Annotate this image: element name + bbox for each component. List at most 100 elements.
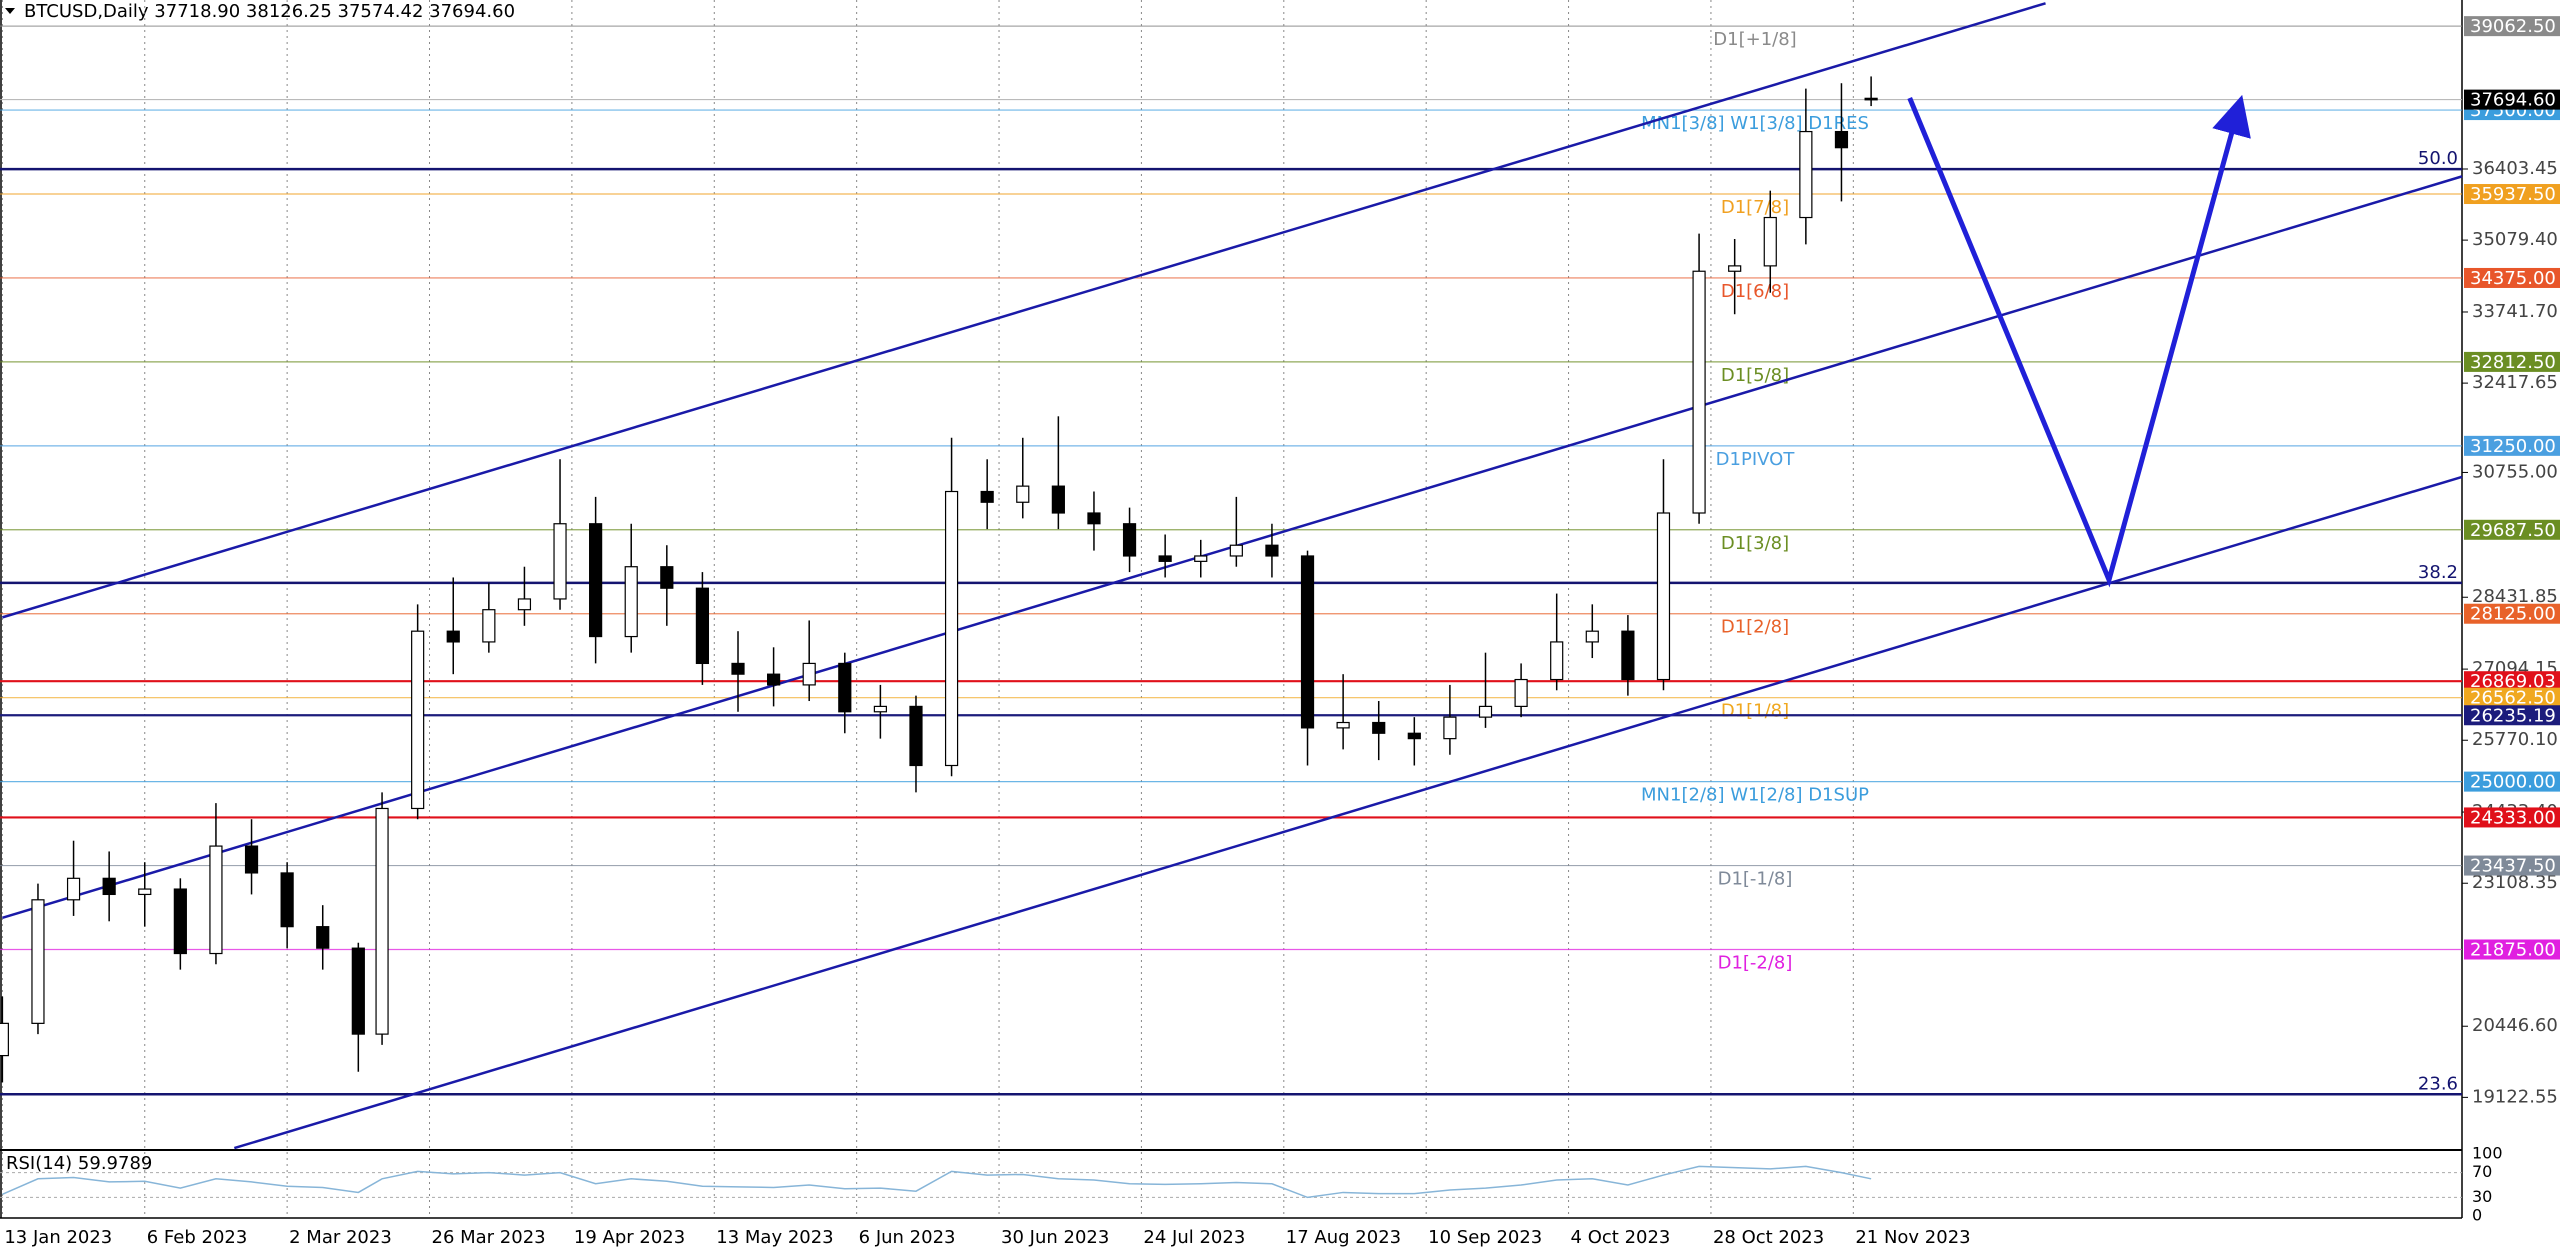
y-tick-label: 25770.10 (2472, 729, 2558, 750)
level-label: D1[+1/8] (1713, 29, 1796, 50)
candle-body (1016, 485, 1030, 503)
price-box-label: 32812.50 (2470, 352, 2556, 373)
candle-body (1194, 555, 1208, 562)
x-tick-label: 4 Oct 2023 (1571, 1227, 1671, 1248)
x-tick-label: 19 Apr 2023 (574, 1227, 685, 1248)
candle-body (1763, 216, 1777, 267)
level-label: D1PIVOT (1716, 449, 1796, 470)
level-label: D1[6/8] (1721, 281, 1789, 302)
candle-body (1265, 544, 1279, 557)
y-tick-label: 32417.65 (2472, 372, 2558, 393)
candle-body (0, 1022, 9, 1057)
price-box (2464, 705, 2560, 726)
candle-body (909, 705, 923, 767)
y-tick-label: 23108.35 (2472, 872, 2558, 893)
fib-label: 38.2 (2418, 562, 2458, 583)
candle-body (1621, 630, 1635, 681)
price-box (2464, 603, 2560, 624)
candle-body (482, 609, 496, 643)
candle-body (244, 845, 259, 874)
candle-body (209, 845, 223, 955)
rsi-tick-label: 100 (2472, 1144, 2503, 1163)
price-box-label: 26235.19 (2470, 705, 2556, 726)
candle-body (695, 587, 710, 665)
candle-body (1122, 523, 1137, 557)
price-box-label: 26869.03 (2470, 671, 2556, 692)
candle-body (1692, 270, 1706, 514)
candle-body (1550, 641, 1564, 681)
price-box (2464, 687, 2560, 708)
fib-label: 50.0 (2418, 148, 2458, 169)
candle-body (517, 598, 532, 611)
candle-body (767, 673, 781, 686)
candle-body (280, 872, 294, 928)
candle-body (1336, 721, 1350, 729)
candle-body (838, 662, 852, 713)
price-box (2464, 519, 2560, 540)
candle-body (624, 566, 638, 638)
rsi-tick-label: 70 (2472, 1162, 2492, 1181)
candle-body (873, 705, 887, 713)
y-tick-label: 28431.85 (2472, 586, 2558, 607)
y-tick-label: 20446.60 (2472, 1015, 2558, 1036)
price-box (2464, 184, 2560, 205)
price-box (2464, 267, 2560, 288)
candle-body (1158, 555, 1172, 562)
candle-body (1407, 732, 1421, 740)
x-tick-label: 30 Jun 2023 (1001, 1227, 1109, 1248)
level-label: D1[1/8] (1721, 701, 1789, 722)
y-tick-label: 33741.70 (2472, 301, 2558, 322)
y-tick-label: 35079.40 (2472, 229, 2558, 250)
candle-body (1656, 512, 1671, 681)
candle-body (316, 926, 330, 949)
x-tick-label: 26 Mar 2023 (432, 1227, 546, 1248)
candle-body (31, 899, 45, 1024)
candle-body (731, 662, 745, 675)
price-box (2464, 435, 2560, 456)
rsi-tick-label: 30 (2472, 1187, 2492, 1206)
candle-body (1478, 705, 1493, 718)
forecast-path (1907, 94, 2251, 588)
x-tick-label: 28 Oct 2023 (1713, 1227, 1824, 1248)
candle-body (446, 630, 460, 643)
price-box-label: 39062.50 (2470, 16, 2556, 37)
x-tick-label: 10 Sep 2023 (1428, 1227, 1542, 1248)
level-label: D1[-2/8] (1718, 952, 1793, 973)
price-box (2464, 351, 2560, 372)
price-box (2464, 16, 2560, 37)
candle-body (980, 490, 994, 503)
trendline (233, 475, 2463, 1150)
level-label: MN1[3/8] W1[3/8] D1RES (1641, 113, 1869, 134)
candle-body (1728, 265, 1742, 272)
candle-body (802, 662, 816, 686)
price-box (2464, 89, 2560, 110)
price-box (2464, 671, 2560, 692)
price-box-label: 21875.00 (2470, 939, 2556, 960)
price-box-label: 37694.60 (2470, 90, 2556, 111)
y-tick-label: 30755.00 (2472, 461, 2558, 482)
candle-body (1834, 130, 1849, 149)
candle-body (1300, 555, 1315, 729)
menu-triangle[interactable] (5, 8, 15, 14)
candle-body (1585, 630, 1599, 643)
price-box (2464, 939, 2560, 960)
x-tick-label: 17 Aug 2023 (1286, 1227, 1401, 1248)
x-tick-label: 2 Mar 2023 (289, 1227, 392, 1248)
x-tick-label: 6 Feb 2023 (147, 1227, 248, 1248)
price-box (2464, 855, 2560, 876)
candle-body (660, 566, 674, 589)
candle-body (173, 888, 187, 955)
price-box-label: 31250.00 (2470, 436, 2556, 457)
y-tick-label: 36403.45 (2472, 158, 2558, 179)
candle-body (138, 888, 152, 896)
fib-label: 23.6 (2418, 1073, 2458, 1094)
candle-body (351, 947, 365, 1035)
price-box-label: 23437.50 (2470, 856, 2556, 877)
y-tick-label: 19122.55 (2472, 1086, 2558, 1107)
candle-body (66, 877, 81, 901)
rsi-tick-label: 0 (2472, 1206, 2482, 1225)
candle-body (102, 877, 116, 896)
